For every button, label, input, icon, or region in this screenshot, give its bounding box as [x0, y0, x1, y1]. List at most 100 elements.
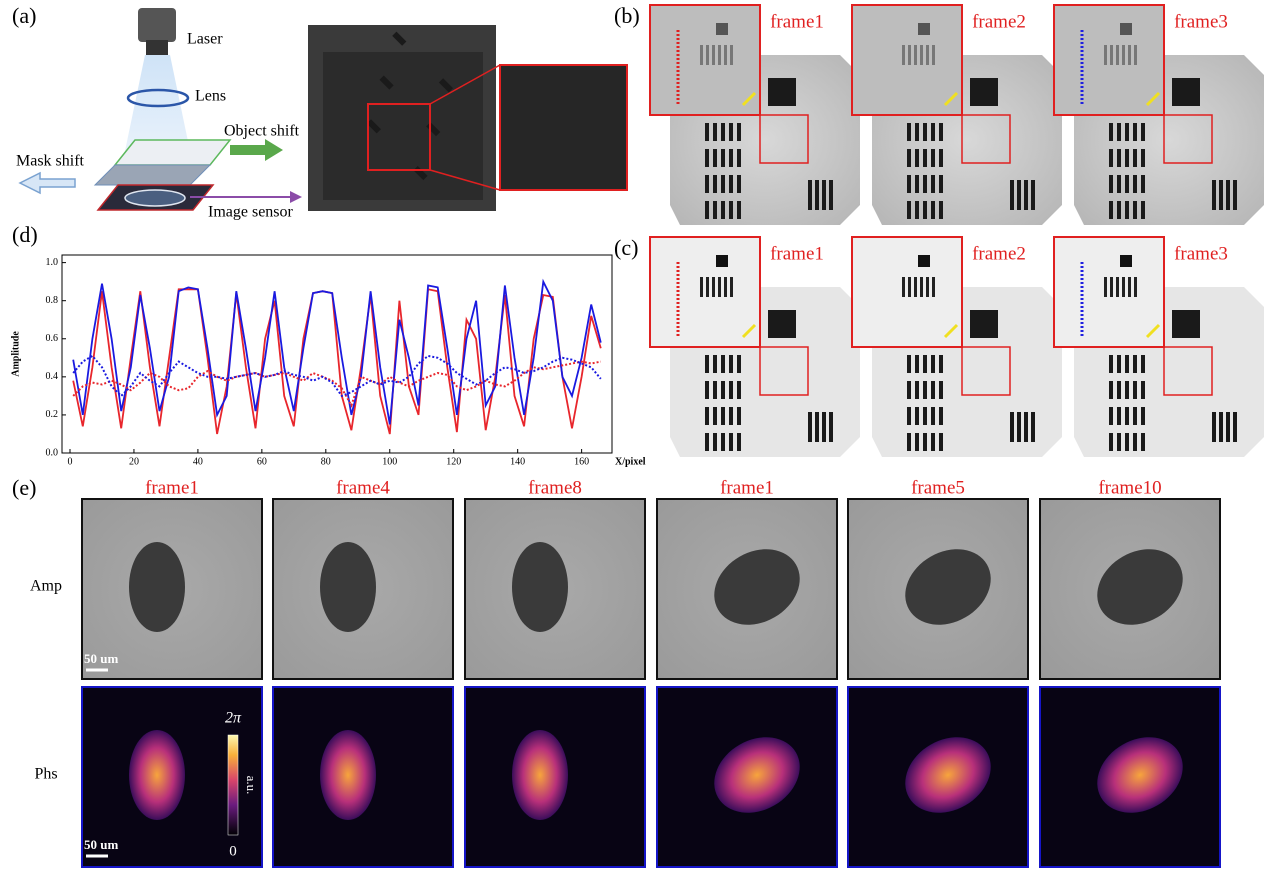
target-bar: [1219, 180, 1223, 210]
target-bar: [1133, 201, 1137, 219]
target-bar: [1017, 180, 1021, 210]
inset-bar: [932, 45, 935, 65]
target-bar: [1125, 149, 1129, 167]
target-bar: [737, 407, 741, 425]
laser-nozzle: [146, 40, 168, 55]
target-bar: [939, 381, 943, 399]
inset-bar: [1104, 45, 1107, 65]
y-tick-label: 0.6: [46, 333, 59, 344]
frame-label: frame2: [972, 243, 1026, 264]
target-bar: [1141, 381, 1145, 399]
amp-cell: [320, 542, 376, 632]
target-bar: [915, 175, 919, 193]
target-square: [970, 78, 998, 106]
target-bar: [915, 407, 919, 425]
mask-plane: [93, 164, 212, 186]
inset-bar: [902, 277, 905, 297]
pointer-arrow: [1145, 323, 1161, 339]
amp-cell: [1097, 549, 1183, 625]
raw-bars: [366, 119, 381, 134]
target-bar: [1109, 175, 1113, 193]
inset-bar: [920, 45, 923, 65]
target-bar: [705, 407, 709, 425]
target-bar: [907, 201, 911, 219]
colorbar-unit: a.u.: [244, 776, 259, 795]
target-bar: [1141, 175, 1145, 193]
laser-label: Laser: [187, 31, 223, 48]
target-bar: [1125, 201, 1129, 219]
target-bar: [1117, 201, 1121, 219]
target-bar: [721, 355, 725, 373]
zoom-inset: [851, 236, 963, 348]
target-bar: [931, 201, 935, 219]
x-tick-label: 120: [446, 456, 461, 467]
inset-bar: [920, 277, 923, 297]
sensor-spot: [124, 189, 186, 207]
inset-bar: [712, 45, 715, 65]
frame-label: frame2: [972, 11, 1026, 32]
target-bar: [1226, 180, 1230, 210]
target-bar: [1109, 407, 1113, 425]
target-bar: [939, 175, 943, 193]
sensor-arrowhead: [290, 191, 302, 203]
frame-label: frame4: [336, 477, 390, 498]
zoom-inset: [1053, 236, 1165, 348]
inset-bar: [724, 277, 727, 297]
target-bar: [923, 381, 927, 399]
target-bar: [1133, 355, 1137, 373]
zoom-inset: [851, 4, 963, 116]
zoom-roi: [961, 346, 1011, 396]
target-bar: [915, 149, 919, 167]
mask-arrow: [18, 171, 76, 195]
target-bar: [907, 123, 911, 141]
target-bar: [1141, 123, 1145, 141]
inset-bar: [718, 277, 721, 297]
target-bar: [1117, 123, 1121, 141]
target-bar: [1017, 412, 1021, 442]
target-bar: [721, 407, 725, 425]
target-bar: [939, 201, 943, 219]
target-square: [1172, 78, 1200, 106]
target-bar: [721, 175, 725, 193]
inset-bar: [712, 277, 715, 297]
amp-cell: [714, 549, 800, 625]
inset-bar: [700, 45, 703, 65]
target-bar: [713, 433, 717, 451]
target-bar: [705, 433, 709, 451]
target-bar: [931, 175, 935, 193]
pointer-arrow: [741, 91, 757, 107]
target-square: [768, 310, 796, 338]
y-tick-label: 1.0: [46, 257, 59, 268]
target-bar: [705, 123, 709, 141]
panel-label: (c): [614, 235, 638, 260]
zoom-roi: [1163, 346, 1213, 396]
lens: [126, 88, 190, 108]
inset-bar: [926, 277, 929, 297]
target-bar: [1133, 381, 1137, 399]
target-bar: [729, 149, 733, 167]
mask-shift-label: Mask shift: [16, 153, 85, 170]
target-bar: [713, 149, 717, 167]
target-bar: [907, 433, 911, 451]
inset-bar: [1128, 277, 1131, 297]
target-bar: [808, 412, 812, 442]
target-bar: [721, 149, 725, 167]
x-tick-label: 40: [193, 456, 203, 467]
phs-cell: [512, 730, 568, 820]
frame-label: frame5: [911, 477, 965, 498]
inset-bar: [718, 45, 721, 65]
target-bar: [1141, 433, 1145, 451]
inset-bar: [1116, 45, 1119, 65]
target-bar: [1125, 355, 1129, 373]
phs-cell: [320, 730, 376, 820]
frame-label: frame1: [770, 11, 824, 32]
target-bar: [931, 149, 935, 167]
target-bar: [737, 149, 741, 167]
target-bar: [931, 433, 935, 451]
target-bar: [1125, 407, 1129, 425]
target-bar: [713, 407, 717, 425]
object-plane: [113, 139, 232, 166]
laser-body: [138, 8, 176, 42]
target-bar: [1141, 407, 1145, 425]
